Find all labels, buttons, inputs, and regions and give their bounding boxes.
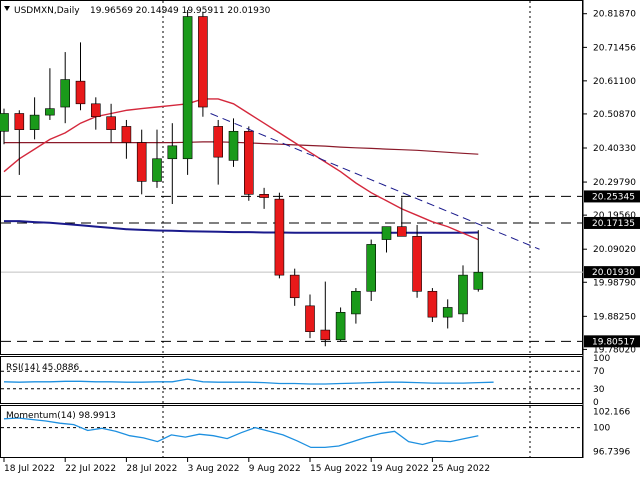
level-price-tag bbox=[584, 190, 640, 203]
candle-body bbox=[106, 116, 116, 130]
candle-body bbox=[91, 103, 101, 118]
price-tick-label: 19.88250 bbox=[593, 312, 636, 322]
current-price-tag bbox=[584, 266, 640, 279]
candle-body bbox=[289, 274, 300, 299]
candle-body bbox=[121, 126, 132, 143]
candle-body bbox=[396, 226, 407, 237]
price-tick-label: 20.71456 bbox=[593, 43, 636, 53]
price-tick-label: 20.81870 bbox=[593, 10, 636, 20]
rsi-tick-label: 30 bbox=[593, 385, 605, 395]
candle-body bbox=[136, 142, 147, 182]
level-price-tag bbox=[584, 335, 640, 348]
candle-body bbox=[458, 274, 468, 315]
momentum-title: Momentum(14) 98.9913 bbox=[6, 411, 116, 421]
candle-body bbox=[14, 113, 25, 130]
candle-body bbox=[274, 198, 285, 276]
candle-body bbox=[320, 329, 331, 341]
candle-body bbox=[412, 236, 422, 292]
level-price-label: 19.80517 bbox=[592, 337, 635, 347]
candle-body bbox=[213, 126, 223, 158]
date-tick-label: 19 Aug 2022 bbox=[371, 464, 429, 474]
candle-body bbox=[335, 311, 346, 341]
level-price-label: 20.25345 bbox=[592, 192, 635, 202]
date-tick-label: 9 Aug 2022 bbox=[249, 464, 301, 474]
level-price-tag bbox=[584, 216, 640, 229]
level-price-label: 20.17135 bbox=[592, 219, 635, 229]
candle-body bbox=[244, 130, 254, 195]
candle-body bbox=[45, 108, 55, 116]
descending-trendline[interactable] bbox=[210, 113, 540, 250]
ohlc-readout: 19.96569 20.14949 19.95911 20.01930 bbox=[90, 6, 271, 16]
candle-body bbox=[29, 114, 40, 130]
date-tick-label: 18 Jul 2022 bbox=[4, 464, 55, 474]
rsi-title: RSI(14) 45.0886 bbox=[6, 363, 79, 373]
candle-body bbox=[182, 16, 193, 160]
price-tick-label: 20.09020 bbox=[593, 245, 636, 255]
momentum-tick-label: 102.166 bbox=[593, 408, 630, 418]
date-tick-label: 15 Aug 2022 bbox=[310, 464, 368, 474]
sma-fast-line bbox=[3, 98, 479, 241]
date-tick-label: 28 Jul 2022 bbox=[126, 464, 177, 474]
candle-body bbox=[351, 290, 361, 315]
candle-body bbox=[381, 226, 392, 240]
price-tick-label: 20.19560 bbox=[593, 211, 636, 221]
main-panel bbox=[0, 0, 583, 355]
candle-body bbox=[198, 16, 208, 108]
momentum-tick-label: 96.7396 bbox=[593, 448, 630, 458]
candle-body bbox=[366, 244, 377, 292]
candle-body bbox=[442, 307, 453, 318]
symbol-title: USDMXN,Daily bbox=[14, 6, 80, 16]
sma-slow-line bbox=[4, 141, 479, 155]
momentum-tick-label: 100 bbox=[593, 424, 610, 434]
date-tick-label: 25 Aug 2022 bbox=[432, 464, 490, 474]
candle-body bbox=[167, 145, 178, 160]
candle-body bbox=[259, 194, 269, 198]
price-tick-label: 20.61100 bbox=[593, 77, 636, 87]
current-price-label: 20.01930 bbox=[592, 268, 635, 278]
price-tick-label: 19.98790 bbox=[593, 278, 636, 288]
price-tick-label: 19.78020 bbox=[593, 345, 636, 355]
candle-body bbox=[228, 130, 239, 161]
price-tick-label: 20.50870 bbox=[593, 110, 636, 120]
price-tick-label: 20.29790 bbox=[593, 178, 636, 188]
candle-body bbox=[305, 305, 315, 332]
candle-body bbox=[427, 290, 438, 318]
momentum-line bbox=[3, 417, 479, 449]
candle-body bbox=[75, 80, 86, 105]
rsi-tick-label: 0 bbox=[593, 398, 599, 408]
rsi-line bbox=[3, 378, 494, 385]
date-tick-label: 3 Aug 2022 bbox=[188, 464, 240, 474]
date-tick-label: 22 Jul 2022 bbox=[65, 464, 116, 474]
candle-body bbox=[152, 158, 162, 182]
collapse-triangle-icon[interactable] bbox=[4, 6, 10, 11]
rsi-panel bbox=[0, 356, 583, 404]
momentum-panel bbox=[0, 405, 583, 458]
rsi-tick-label: 100 bbox=[593, 354, 610, 364]
rsi-tick-label: 70 bbox=[593, 367, 605, 377]
candle-body bbox=[60, 79, 71, 108]
price-tick-label: 20.40330 bbox=[593, 144, 636, 154]
candle-body bbox=[0, 113, 9, 132]
candle-body bbox=[473, 271, 484, 290]
